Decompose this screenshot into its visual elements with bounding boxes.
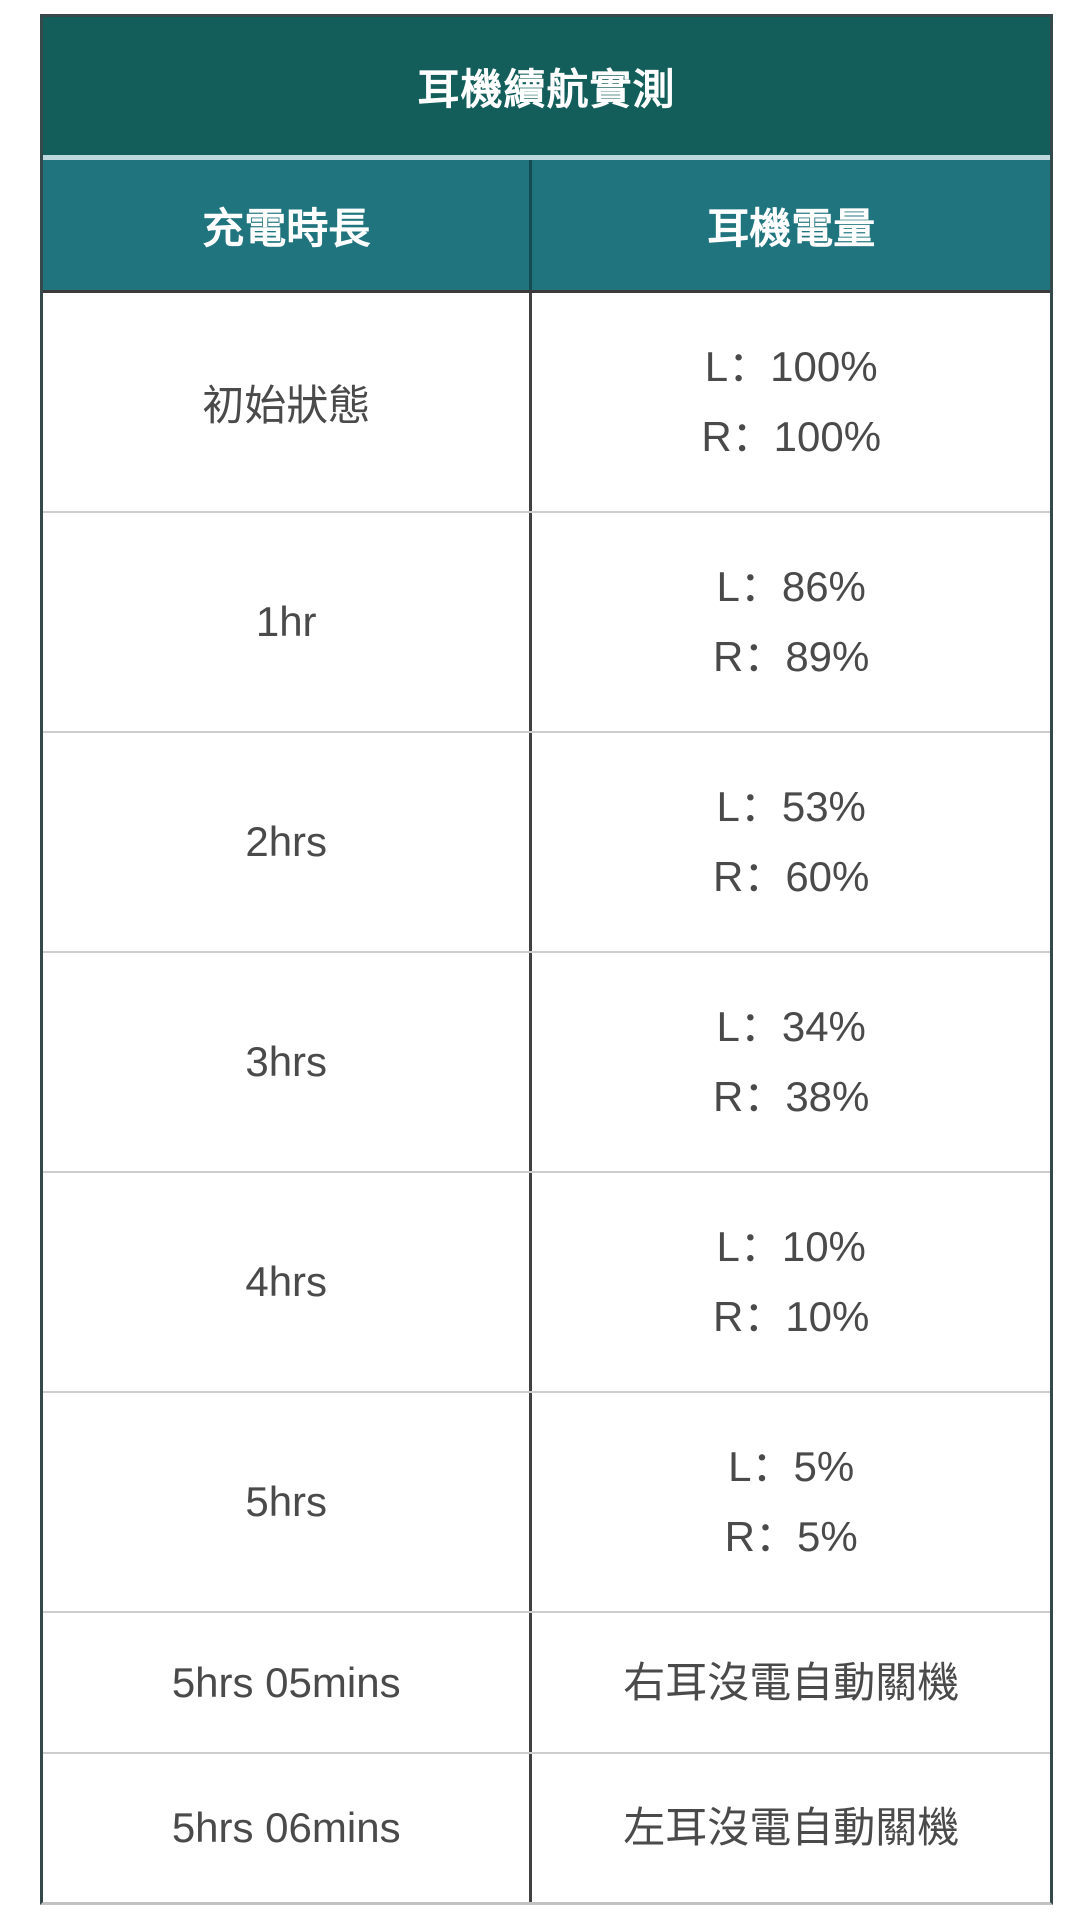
battery-test-table: 耳機續航實測 充電時長 耳機電量 初始狀態 L：100% R：100% 1hr … [40,14,1053,1905]
battery-cell: L：5% R：5% [532,1393,1050,1611]
duration-cell: 5hrs 06mins [43,1754,533,1902]
battery-line-left: L：86% [716,563,866,610]
table-title: 耳機續航實測 [43,17,1050,155]
duration-cell: 5hrs 05mins [43,1613,533,1752]
battery-line-right: R：5% [724,1513,858,1560]
battery-status: 右耳沒電自動關機 [623,1658,960,1706]
duration-cell: 5hrs [43,1393,533,1611]
battery-line-left: L：5% [728,1443,855,1490]
battery-line-right: R：38% [712,1073,870,1120]
column-header-duration: 充電時長 [43,160,533,290]
battery-cell: L：10% R：10% [532,1173,1050,1391]
duration-cell: 2hrs [43,733,533,951]
battery-cell: 左耳沒電自動關機 [532,1754,1050,1902]
duration-cell: 初始狀態 [43,293,533,511]
table-row: 2hrs L：53% R：60% [43,731,1050,951]
battery-status: 左耳沒電自動關機 [623,1804,960,1851]
battery-cell: 右耳沒電自動關機 [532,1613,1050,1752]
table-row: 4hrs L：10% R：10% [43,1171,1050,1391]
table-row: 初始狀態 L：100% R：100% [43,293,1050,511]
battery-cell: L：100% R：100% [532,293,1050,511]
battery-cell: L：34% R：38% [532,953,1050,1171]
duration-cell: 4hrs [43,1173,533,1391]
battery-line-left: L：10% [716,1223,866,1270]
battery-line-right: R：60% [712,853,870,900]
column-header-battery: 耳機電量 [707,204,876,252]
battery-cell: L：86% R：89% [532,513,1050,731]
table-row: 5hrs L：5% R：5% [43,1391,1050,1611]
battery-line-left: L：100% [704,343,878,390]
table-row: 5hrs 06mins 左耳沒電自動關機 [43,1752,1050,1902]
battery-line-right: R：100% [701,413,882,460]
duration-cell: 1hr [43,513,533,731]
battery-line-right: R：89% [712,633,870,680]
battery-line-left: L：53% [716,783,866,830]
table-row: 1hr L：86% R：89% [43,511,1050,731]
table-row: 5hrs 05mins 右耳沒電自動關機 [43,1611,1050,1752]
battery-cell: L：53% R：60% [532,733,1050,951]
table-row: 3hrs L：34% R：38% [43,951,1050,1171]
table-header-row: 充電時長 耳機電量 [43,155,1050,293]
battery-line-left: L：34% [716,1003,866,1050]
battery-line-right: R：10% [712,1293,870,1340]
duration-cell: 3hrs [43,953,533,1171]
